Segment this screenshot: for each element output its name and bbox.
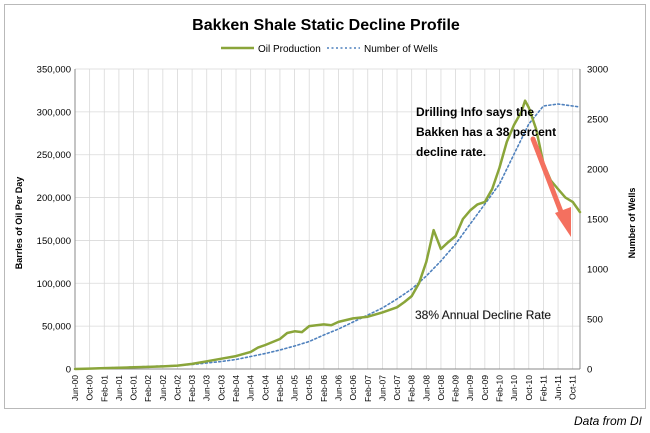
- series-layer: [73, 99, 582, 371]
- decline-arrow-shaft: [530, 136, 566, 220]
- chart-legend: Oil Production Number of Wells: [221, 44, 438, 55]
- x-tick-label: Jun-10: [509, 375, 519, 401]
- y-axis-label: Barrles of Oil Per Day: [14, 177, 24, 270]
- x-tick-label: Oct-11: [568, 375, 578, 400]
- x-tick-label: Jun-08: [421, 375, 431, 401]
- series-line-number-of-wells: [74, 103, 581, 370]
- y2-tick-label: 3000: [587, 65, 608, 76]
- x-tick-label: Oct-08: [436, 375, 446, 401]
- y-tick-label: 50,000: [42, 322, 71, 333]
- y2-axis-ticks: 0 500 1000 1500 2000 2500 3000: [587, 65, 608, 376]
- chart-frame: Bakken Shale Static Decline Profile Oil …: [4, 4, 646, 409]
- x-tick-label: Jun-01: [114, 375, 124, 401]
- x-tick-label: Jun-03: [202, 375, 212, 401]
- x-tick-label: Oct-10: [524, 375, 534, 401]
- y2-axis-label: Number of Wells: [627, 188, 637, 259]
- x-tick-label: Feb-07: [363, 375, 373, 402]
- annotation-line: Bakken has a 38 percent: [416, 125, 556, 139]
- x-tick-label: Oct-03: [216, 375, 226, 401]
- x-tick-label: Jun-02: [158, 375, 168, 401]
- gridlines: [74, 68, 581, 370]
- x-tick-label: Oct-01: [129, 375, 139, 401]
- series-line-oil-production: [73, 99, 582, 371]
- x-tick-label: Feb-06: [319, 375, 329, 402]
- x-tick-label: Oct-00: [85, 375, 95, 401]
- source-note: Data from DI: [573, 414, 642, 428]
- x-tick-label: Oct-09: [480, 375, 490, 401]
- legend-label-number-of-wells: Number of Wells: [364, 44, 438, 55]
- decline-arrow-head: [555, 207, 571, 237]
- x-tick-label: Feb-02: [143, 375, 153, 402]
- x-tick-label: Jun-06: [333, 375, 343, 401]
- x-tick-label: Oct-06: [348, 375, 358, 401]
- x-tick-label: Feb-08: [407, 375, 417, 402]
- y2-tick-label: 2500: [587, 115, 608, 126]
- y-tick-label: 200,000: [37, 193, 71, 204]
- y2-tick-label: 1500: [587, 215, 608, 226]
- annotation-decline-rate: 38% Annual Decline Rate: [415, 308, 551, 322]
- y-tick-label: 250,000: [37, 150, 71, 161]
- chart-title: Bakken Shale Static Decline Profile: [192, 17, 460, 34]
- x-tick-label: Jun-05: [290, 375, 300, 401]
- y2-tick-label: 500: [587, 315, 603, 326]
- annotation-decline-note: Drilling Info says the Bakken has a 38 p…: [416, 105, 556, 159]
- x-tick-label: Oct-02: [172, 375, 182, 401]
- x-tick-label: Oct-05: [304, 375, 314, 401]
- x-tick-label: Feb-09: [451, 375, 461, 402]
- x-tick-label: Feb-05: [275, 375, 285, 402]
- x-tick-label: Feb-03: [187, 375, 197, 402]
- y-tick-label: 150,000: [37, 236, 71, 247]
- annotation-line: decline rate.: [416, 145, 486, 159]
- legend-label-oil-production: Oil Production: [258, 44, 321, 55]
- y2-tick-label: 2000: [587, 165, 608, 176]
- bakken-decline-chart: Bakken Shale Static Decline Profile Oil …: [14, 17, 637, 402]
- x-tick-label: Jun-00: [70, 375, 80, 401]
- y-axis-ticks: 0 50,000 100,000 150,000 200,000 250,000 300,0…: [37, 65, 71, 376]
- y-tick-label: 300,000: [37, 107, 71, 118]
- y-tick-label: 0: [66, 365, 71, 376]
- x-tick-label: Jun-11: [553, 375, 563, 401]
- x-tick-label: Feb-04: [231, 375, 241, 402]
- x-tick-label: Feb-10: [494, 375, 504, 402]
- x-tick-label: Jun-09: [465, 375, 475, 401]
- y-tick-label: 100,000: [37, 279, 71, 290]
- decline-arrow: [530, 136, 571, 237]
- x-tick-label: Feb-01: [99, 375, 109, 402]
- y-tick-label: 350,000: [37, 65, 71, 76]
- x-axis-ticks: Jun-00 Oct-00 Feb-01 Jun-01 Oct-01 Feb-02 Jun-…: [70, 375, 578, 402]
- y2-tick-label: 1000: [587, 265, 608, 276]
- x-tick-label: Oct-07: [392, 375, 402, 401]
- y2-tick-label: 0: [587, 365, 592, 376]
- x-tick-label: Oct-04: [260, 375, 270, 401]
- annotation-line: Drilling Info says the: [416, 105, 534, 119]
- x-tick-label: Jun-07: [377, 375, 387, 401]
- x-tick-label: Feb-11: [538, 375, 548, 402]
- x-tick-label: Jun-04: [246, 375, 256, 401]
